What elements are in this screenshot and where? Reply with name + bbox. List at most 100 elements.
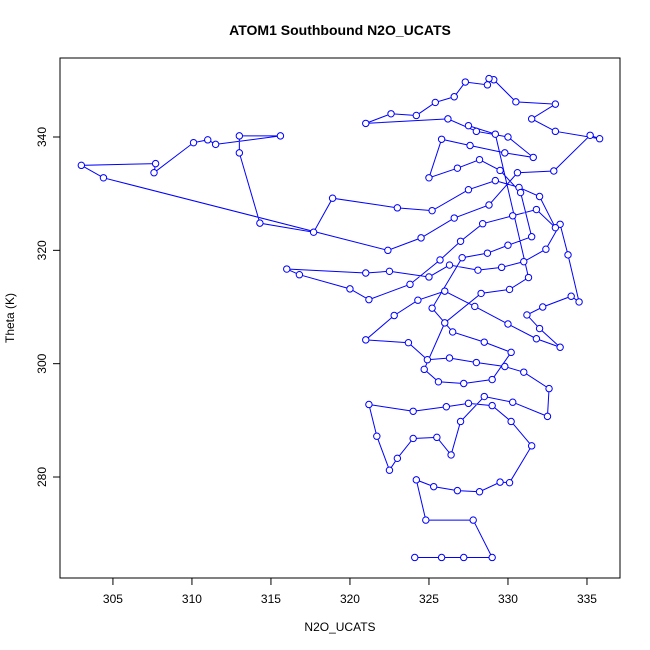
data-point <box>475 488 484 496</box>
data-point <box>551 127 560 136</box>
data-point <box>472 358 481 367</box>
data-point <box>545 384 553 393</box>
data-point <box>411 553 419 562</box>
data-point <box>485 74 493 83</box>
data-point <box>456 417 465 426</box>
x-tick-label: 305 <box>103 592 123 606</box>
data-point <box>422 516 430 524</box>
data-point <box>512 98 520 106</box>
data-point <box>442 403 451 411</box>
data-point <box>464 186 473 194</box>
data-point <box>235 132 244 140</box>
data-point <box>414 296 422 304</box>
data-point <box>586 131 594 139</box>
data-point <box>150 168 158 177</box>
data-point <box>485 201 493 209</box>
data-point <box>428 206 436 215</box>
data-point <box>390 311 398 320</box>
data-point <box>433 433 441 442</box>
x-axis-label: N2O_UCATS <box>304 620 375 634</box>
data-point <box>437 135 446 143</box>
data-point <box>460 379 468 388</box>
chart-title: ATOM1 Southbound N2O_UCATS <box>229 22 451 38</box>
x-tick-label: 330 <box>498 592 518 606</box>
data-point <box>501 362 509 371</box>
data-point <box>496 166 504 175</box>
data-point <box>444 115 452 123</box>
data-point <box>505 285 514 294</box>
data-point <box>474 266 482 274</box>
data-point <box>409 407 417 415</box>
data-point <box>384 246 392 255</box>
data-point <box>404 339 413 347</box>
data-point <box>235 149 244 157</box>
data-point <box>295 271 304 279</box>
data-point <box>507 348 515 357</box>
data-point <box>189 138 198 147</box>
data-point <box>550 167 558 175</box>
x-tick-label: 325 <box>419 592 439 606</box>
data-point <box>535 192 544 201</box>
y-tick-label: 280 <box>35 467 49 487</box>
data-point <box>496 478 504 486</box>
data-point <box>535 324 544 333</box>
data-point <box>475 155 484 164</box>
data-point <box>491 130 500 138</box>
data-point <box>393 454 402 463</box>
data-point <box>460 553 468 562</box>
data-point <box>365 295 373 304</box>
data-point <box>453 486 462 495</box>
data-point <box>346 285 354 293</box>
data-point <box>362 336 370 344</box>
data-point <box>453 164 462 172</box>
data-point <box>513 168 522 177</box>
data-point <box>450 214 458 222</box>
data-point <box>488 401 496 410</box>
data-point <box>412 476 421 484</box>
data-point <box>362 119 370 128</box>
data-point <box>532 205 541 214</box>
data-point <box>447 451 455 459</box>
data-point <box>504 133 512 141</box>
data-point <box>527 233 536 241</box>
data-line <box>79 78 600 558</box>
data-point <box>527 442 536 450</box>
x-tick-label: 310 <box>182 592 202 606</box>
data-point <box>423 356 432 364</box>
data-point <box>483 249 492 257</box>
data-point <box>532 335 541 343</box>
data-point <box>523 311 531 319</box>
data-point <box>542 245 550 253</box>
data-point <box>456 237 465 245</box>
data-point <box>529 153 537 162</box>
data-point <box>441 319 449 327</box>
data-point <box>567 292 575 300</box>
data-point <box>466 141 474 150</box>
data-point <box>501 149 509 157</box>
data-point <box>309 228 318 236</box>
data-point <box>387 110 395 118</box>
data-point <box>420 365 428 374</box>
data-point <box>497 263 506 272</box>
data-point <box>276 132 285 140</box>
data-point <box>445 354 454 362</box>
data-point <box>393 204 402 212</box>
data-point <box>480 392 488 401</box>
data-point <box>507 417 515 426</box>
data-point <box>362 269 370 277</box>
data-point <box>409 434 417 443</box>
x-tick-label: 320 <box>340 592 360 606</box>
data-point <box>425 273 433 281</box>
data-point <box>437 553 446 562</box>
data-point <box>365 400 373 409</box>
data-point <box>445 261 454 269</box>
data-point <box>464 399 473 408</box>
data-point <box>471 302 479 311</box>
data-point <box>504 241 512 249</box>
y-tick-label: 320 <box>35 240 49 260</box>
data-point <box>425 174 433 182</box>
data-point <box>556 343 564 351</box>
data-point <box>431 98 439 107</box>
data-point <box>472 127 481 136</box>
plot-frame <box>59 57 621 579</box>
